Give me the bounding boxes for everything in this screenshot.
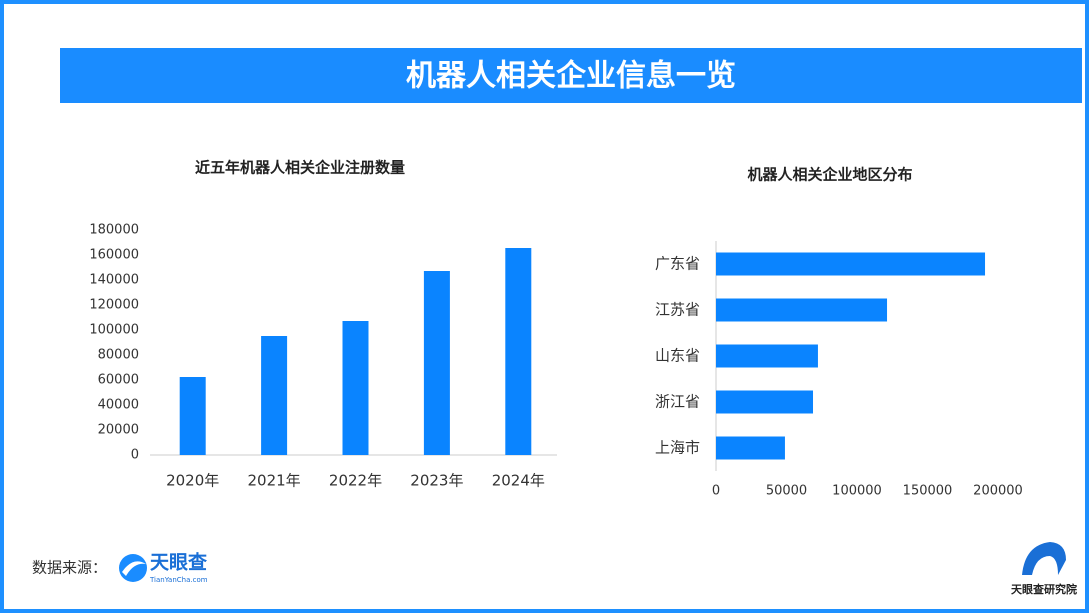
- source-logo-icon: [119, 554, 147, 582]
- bar: [423, 271, 450, 455]
- y-tick-label: 140000: [89, 273, 139, 288]
- x-tick-label: 2020年: [166, 472, 219, 490]
- y-tick-label: 160000: [89, 248, 139, 263]
- y-tick-label: 上海市: [655, 439, 700, 457]
- x-tick-label: 2022年: [329, 472, 382, 490]
- y-tick-label: 80000: [98, 348, 139, 363]
- y-tick-label: 180000: [89, 223, 139, 238]
- bar: [716, 344, 818, 368]
- y-tick-label: 60000: [98, 373, 139, 388]
- bar: [342, 321, 369, 455]
- page-title: 机器人相关企业信息一览: [406, 59, 736, 94]
- bar: [179, 377, 206, 455]
- x-tick-label: 200000: [973, 484, 1023, 499]
- x-tick-label: 50000: [766, 484, 807, 499]
- brand-icon: [1022, 542, 1066, 575]
- brand: 天眼查研究院: [1011, 582, 1077, 596]
- x-tick-label: 2023年: [410, 472, 463, 490]
- bar: [716, 436, 785, 460]
- source-logo: 天眼查: [150, 551, 208, 574]
- title-bar: [60, 48, 1082, 103]
- bar: [505, 248, 532, 455]
- y-tick-label: 山东省: [655, 347, 700, 365]
- y-tick-label: 广东省: [655, 255, 700, 273]
- y-tick-label: 40000: [98, 398, 139, 413]
- y-tick-label: 20000: [98, 423, 139, 438]
- chart-title: 机器人相关企业地区分布: [747, 166, 912, 184]
- source-label: 数据来源：: [32, 559, 107, 577]
- x-tick-label: 150000: [903, 484, 953, 499]
- bar: [716, 390, 814, 414]
- y-tick-label: 100000: [89, 323, 139, 338]
- y-tick-label: 江苏省: [655, 301, 700, 319]
- bar: [716, 298, 888, 322]
- x-tick-label: 2021年: [248, 472, 301, 490]
- chart-title: 近五年机器人相关企业注册数量: [195, 159, 405, 177]
- y-tick-label: 120000: [89, 298, 139, 313]
- x-tick-label: 100000: [832, 484, 882, 499]
- x-tick-label: 2024年: [492, 472, 545, 490]
- x-tick-label: 0: [712, 484, 720, 499]
- y-tick-label: 浙江省: [655, 393, 700, 411]
- source-url: TianYanCha.com: [149, 576, 208, 584]
- bar: [716, 252, 986, 276]
- bar: [261, 336, 288, 455]
- y-tick-label: 0: [131, 448, 139, 463]
